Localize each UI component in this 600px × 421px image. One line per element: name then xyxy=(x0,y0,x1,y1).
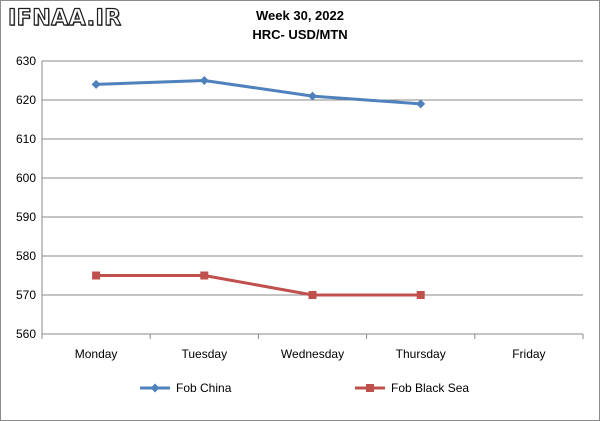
data-point-0 xyxy=(199,76,209,85)
chart-subtitle: HRC- USD/MTN xyxy=(252,27,348,42)
x-tick-label: Monday xyxy=(75,347,118,361)
data-point-1 xyxy=(308,291,317,299)
y-tick-label: 570 xyxy=(16,288,36,302)
data-point-1 xyxy=(200,271,209,280)
x-tick-label: Friday xyxy=(512,347,545,361)
legend-label-1: Fob Black Sea xyxy=(391,381,469,395)
data-point-0 xyxy=(308,91,317,101)
series-line-1 xyxy=(96,274,421,297)
x-tick-label: Thursday xyxy=(396,347,446,361)
y-tick-label: 580 xyxy=(16,249,36,263)
x-tick-label: Wednesday xyxy=(281,347,344,361)
legend-label-0: Fob China xyxy=(176,381,232,395)
watermark-logo: IFNAA.IR xyxy=(7,5,122,31)
y-tick-label: 630 xyxy=(16,54,36,68)
y-tick-label: 590 xyxy=(16,210,36,224)
y-tick-label: 610 xyxy=(16,132,36,146)
legend-marker-1 xyxy=(366,384,374,392)
data-point-0 xyxy=(416,99,426,109)
y-tick-label: 560 xyxy=(16,327,36,341)
chart-title: Week 30, 2022 xyxy=(256,8,344,23)
data-point-1 xyxy=(92,271,101,280)
data-point-1 xyxy=(416,291,425,299)
legend-marker-0 xyxy=(150,383,160,393)
y-tick-label: 600 xyxy=(16,171,36,185)
x-tick-label: Tuesday xyxy=(182,347,228,361)
series-line-0 xyxy=(96,79,421,106)
data-point-0 xyxy=(91,79,101,89)
y-tick-label: 620 xyxy=(16,93,36,107)
